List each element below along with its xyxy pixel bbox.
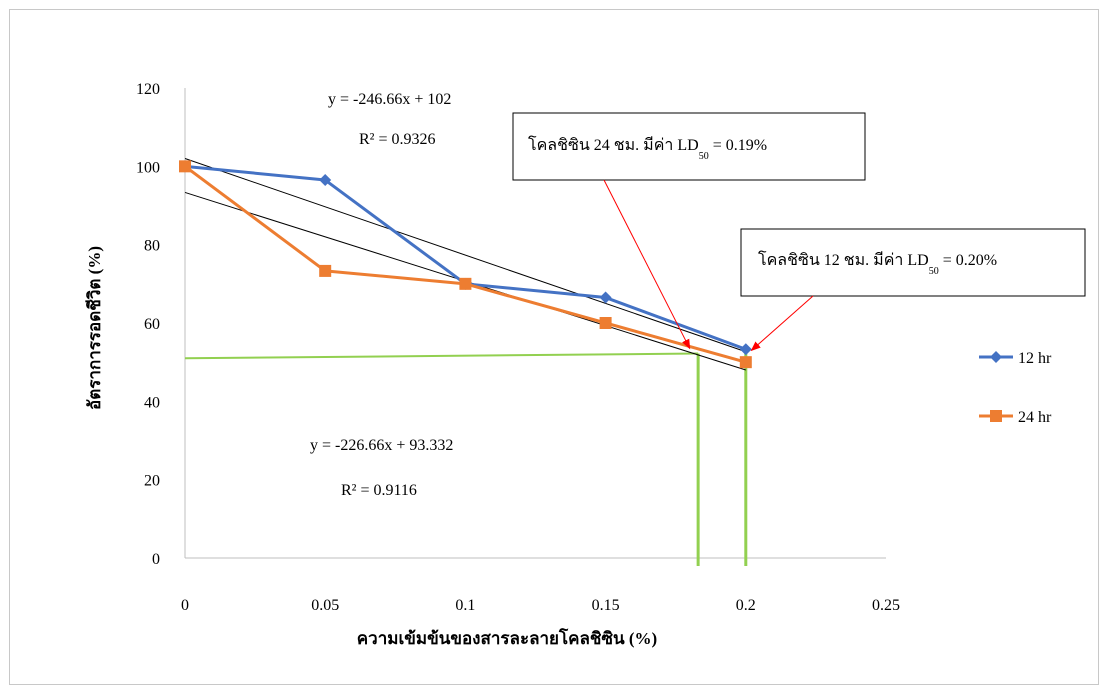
- callout-24hr-prefix: โคลชิซิน 24 ชม. มีค่า LD: [528, 135, 699, 154]
- x-tick-label: 0.25: [872, 597, 900, 614]
- callout-12hr-sub: 50: [929, 266, 939, 277]
- data-point: [599, 291, 612, 304]
- data-point: [599, 317, 612, 329]
- y-tick-label: 120: [136, 81, 160, 98]
- callout-12hr: โคลชิซิน 12 ชม. มีค่า LD50 = 0.20%: [740, 228, 1086, 297]
- x-tick-label: 0.05: [311, 597, 339, 614]
- chart-svg: 0 0.05 0.1 0.15 0.2 0.25 0 20 40 60 80 100 120 y = -…: [84, 81, 1086, 648]
- trendline-r2-12hr: R² = 0.9326: [359, 131, 436, 148]
- x-tick-label: 0.1: [455, 597, 475, 614]
- trendline-r2-24hr: R² = 0.9116: [341, 482, 417, 499]
- callout-arrows: [603, 179, 814, 352]
- y-tick-label: 80: [144, 238, 160, 255]
- callout-12hr-suffix: = 0.20%: [939, 252, 997, 269]
- callout-24hr-sub: 50: [699, 151, 709, 162]
- y-tick-label: 100: [136, 159, 160, 176]
- ld50-horizontal-line: [184, 352, 699, 360]
- data-point: [319, 264, 332, 277]
- legend-item-12hr: 12 hr: [979, 350, 1052, 367]
- data-point: [739, 343, 752, 356]
- legend-item-24hr: 24 hr: [979, 409, 1052, 426]
- series-line: [184, 165, 747, 364]
- x-axis-title: ความเข้มข้นของสารละลายโคลชิซิน (%): [357, 628, 657, 648]
- callout-arrow: [750, 295, 814, 352]
- callout-24hr-suffix: = 0.19%: [709, 137, 767, 154]
- y-tick-label: 0: [152, 551, 160, 568]
- data-point: [179, 160, 191, 173]
- trendline-equation-24hr: y = -226.66x + 93.332: [310, 437, 453, 454]
- x-tick-label: 0: [181, 597, 189, 614]
- tick-labels: 0 0.05 0.1 0.15 0.2 0.25 0 20 40 60 80 100 120: [136, 81, 900, 614]
- y-axis-title: อัตราการรอดชีวิต (%): [84, 246, 104, 410]
- legend-label-24hr: 24 hr: [1018, 409, 1052, 426]
- data-point: [739, 356, 752, 369]
- chart-frame: 0 0.05 0.1 0.15 0.2 0.25 0 20 40 60 80 100 120 y = -…: [9, 9, 1099, 685]
- data-point: [319, 174, 332, 187]
- svg-text:โคลชิซิน 12 ชม. มีค่า LD50 = 0: โคลชิซิน 12 ชม. มีค่า LD50 = 0.20%: [758, 250, 997, 277]
- trendline: [184, 158, 746, 353]
- series-group: [179, 160, 752, 369]
- callout-24hr: โคลชิซิน 24 ชม. มีค่า LD50 = 0.19%: [512, 112, 866, 181]
- callout-arrow: [603, 179, 691, 350]
- svg-text:โคลชิซิน 24 ชม. มีค่า LD50 = 0: โคลชิซิน 24 ชม. มีค่า LD50 = 0.19%: [528, 135, 767, 162]
- x-tick-label: 0.15: [592, 597, 620, 614]
- y-tick-label: 60: [144, 316, 160, 333]
- y-tick-label: 20: [144, 473, 160, 490]
- x-tick-label: 0.2: [736, 597, 756, 614]
- callout-12hr-prefix: โคลชิซิน 12 ชม. มีค่า LD: [758, 250, 929, 269]
- legend-marker-24hr: [990, 410, 1002, 422]
- trendline-equation-12hr: y = -246.66x + 102: [328, 91, 451, 108]
- ld50-guides: [184, 352, 748, 566]
- y-tick-label: 40: [144, 394, 160, 411]
- legend: 12 hr 24 hr: [979, 350, 1052, 426]
- legend-label-12hr: 12 hr: [1018, 350, 1052, 367]
- series-line: [184, 164, 747, 351]
- legend-marker-12hr: [990, 351, 1002, 363]
- data-point: [459, 277, 472, 290]
